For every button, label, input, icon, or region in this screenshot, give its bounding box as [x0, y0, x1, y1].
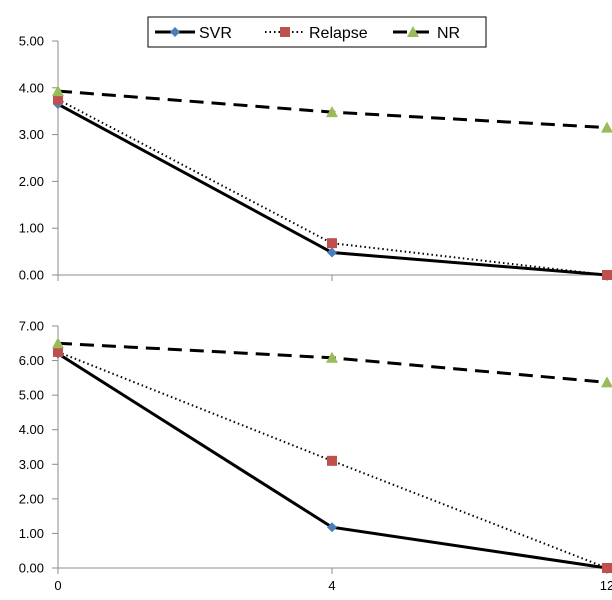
chart-panel-2: 0.00 1.00 2.00 3.00 4.00 5.00 6.00 7.00 0 4 12 [19, 319, 612, 593]
data-point-nr [52, 337, 64, 349]
data-point-nr [52, 85, 64, 97]
data-point-nr [326, 351, 338, 363]
y-tick-label: 5.00 [19, 34, 44, 49]
data-point-nr [601, 121, 612, 133]
data-point-svr [327, 522, 337, 533]
x-tick-label: 0 [54, 578, 61, 593]
x-tick-label: 12 [600, 578, 612, 593]
data-point-svr [327, 247, 337, 258]
series-line-relapse [57, 350, 608, 569]
legend-marker-nr [407, 26, 419, 37]
data-point-relapse [327, 238, 337, 249]
x-tick-label: 4 [328, 578, 335, 593]
data-point-nr [326, 106, 338, 118]
y-tick-label: 1.00 [19, 526, 44, 541]
series-line-nr [57, 341, 608, 384]
y-tick-label: 1.00 [19, 221, 44, 236]
legend-label-relapse: Relapse [309, 25, 368, 42]
chart-panel-1: 0.00 1.00 2.00 3.00 4.00 5.00 [19, 34, 612, 283]
y-tick-label: 5.00 [19, 388, 44, 403]
data-point-relapse [53, 94, 63, 105]
y-tick-label: 4.00 [19, 422, 44, 437]
legend-box [147, 16, 487, 48]
y-tick-label: 3.00 [19, 127, 44, 142]
data-point-relapse [602, 270, 612, 280]
legend-marker-svr [170, 27, 180, 37]
data-point-relapse [327, 455, 337, 466]
legend-marker-relapse [280, 27, 290, 37]
legend-label-svr: SVR [199, 25, 232, 42]
y-tick-label: 7.00 [19, 319, 44, 334]
legend-label-nr: NR [437, 25, 460, 42]
y-tick-label: 2.00 [19, 174, 44, 189]
data-point-nr [601, 376, 612, 388]
legend: SVR Relapse NR [147, 16, 487, 48]
y-tick-label: 0.00 [19, 268, 44, 283]
y-tick-label: 3.00 [19, 457, 44, 472]
y-tick-label: 0.00 [19, 561, 44, 576]
y-tick-label: 4.00 [19, 80, 44, 95]
y-tick-label: 2.00 [19, 491, 44, 506]
data-point-relapse [602, 563, 612, 573]
data-point-relapse [53, 346, 63, 357]
y-tick-label: 6.00 [19, 353, 44, 368]
